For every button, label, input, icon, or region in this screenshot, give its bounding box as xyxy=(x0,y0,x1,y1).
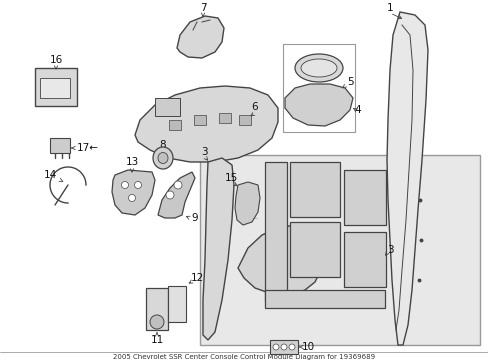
Text: 3: 3 xyxy=(200,147,207,157)
Polygon shape xyxy=(235,182,260,225)
Bar xyxy=(35,68,77,106)
Circle shape xyxy=(272,344,279,350)
Bar xyxy=(155,98,180,116)
Polygon shape xyxy=(386,12,427,345)
Polygon shape xyxy=(285,84,352,126)
Circle shape xyxy=(134,181,141,189)
Bar xyxy=(264,290,384,308)
Bar xyxy=(289,162,339,217)
Text: 13: 13 xyxy=(125,157,138,167)
Text: 1: 1 xyxy=(386,3,392,13)
Bar xyxy=(168,286,185,322)
Text: 4: 4 xyxy=(354,105,361,115)
Bar xyxy=(146,288,168,330)
Text: 17←: 17← xyxy=(77,143,99,153)
Text: 6: 6 xyxy=(251,102,258,112)
Text: 8: 8 xyxy=(160,140,166,150)
Bar xyxy=(264,162,286,302)
Text: 2: 2 xyxy=(306,300,313,310)
Bar xyxy=(40,78,70,98)
Bar xyxy=(200,155,479,345)
Bar xyxy=(289,222,339,277)
Circle shape xyxy=(288,344,294,350)
Bar xyxy=(283,44,354,132)
Polygon shape xyxy=(238,225,325,295)
Bar xyxy=(343,170,385,225)
Ellipse shape xyxy=(301,59,336,77)
Bar xyxy=(269,340,297,354)
Circle shape xyxy=(121,181,128,189)
Polygon shape xyxy=(177,16,224,58)
Bar xyxy=(169,120,181,130)
Bar xyxy=(343,232,385,287)
Text: 11: 11 xyxy=(150,335,163,345)
Ellipse shape xyxy=(153,147,173,169)
Bar xyxy=(219,113,230,123)
Polygon shape xyxy=(158,172,195,218)
Polygon shape xyxy=(112,170,155,215)
Text: 5: 5 xyxy=(346,77,353,87)
Polygon shape xyxy=(203,158,234,340)
Circle shape xyxy=(174,181,182,189)
Text: 12: 12 xyxy=(190,273,203,283)
Text: 3: 3 xyxy=(386,245,392,255)
Circle shape xyxy=(150,315,163,329)
Circle shape xyxy=(281,344,286,350)
Bar xyxy=(194,115,205,125)
Ellipse shape xyxy=(158,153,168,163)
Circle shape xyxy=(165,191,174,199)
Text: 9: 9 xyxy=(191,213,198,223)
Text: 7: 7 xyxy=(199,3,206,13)
Ellipse shape xyxy=(294,54,342,82)
Text: 2005 Chevrolet SSR Center Console Control Module Diagram for 19369689: 2005 Chevrolet SSR Center Console Contro… xyxy=(113,354,374,360)
Polygon shape xyxy=(135,86,278,162)
Bar xyxy=(50,138,70,153)
Circle shape xyxy=(128,194,135,202)
Text: 16: 16 xyxy=(49,55,62,65)
Text: 15: 15 xyxy=(224,173,237,183)
Bar xyxy=(239,115,250,125)
Text: 10: 10 xyxy=(301,342,314,352)
Text: 14: 14 xyxy=(43,170,57,180)
